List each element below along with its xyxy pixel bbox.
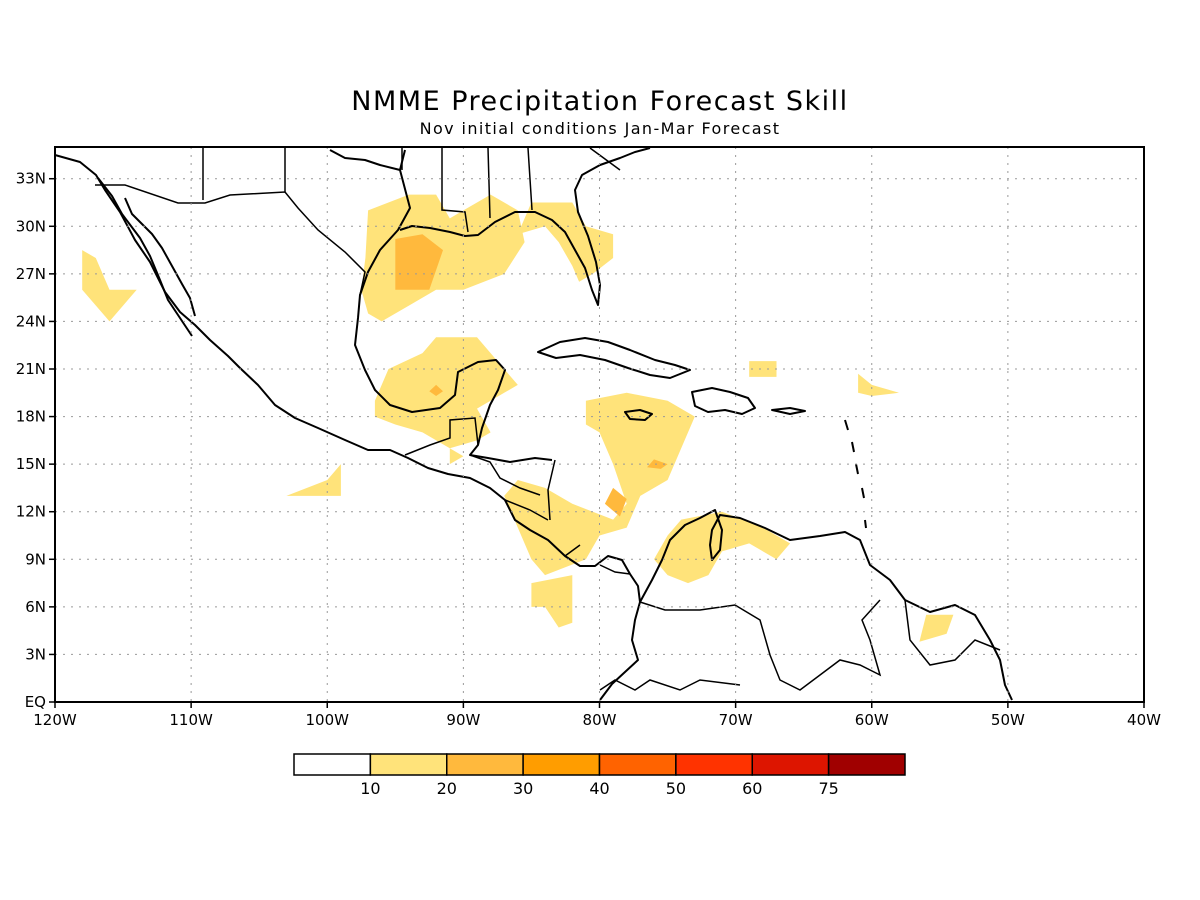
baja-coast [97,177,196,337]
lon-tick-label: 40W [1127,711,1161,729]
lat-tick-label: 15N [16,455,46,473]
legend-swatch [369,753,448,776]
lon-tick-label: 100W [306,711,350,729]
lon-tick-label: 70W [719,711,753,729]
legend-label: 50 [666,779,686,798]
skill-region-20-30 [647,459,668,469]
lon-tick-label: 80W [583,711,617,729]
map-title: NMME Precipitation Forecast Skill [351,86,849,117]
lon-tick-label: 50W [991,711,1025,729]
lat-tick-label: 33N [16,170,46,188]
legend-label: 60 [742,779,762,798]
skill-region-10-20 [858,373,899,396]
lon-tick-label: 110W [169,711,213,729]
legend-swatch [675,753,753,776]
skill-region-10-20 [449,448,464,465]
lat-tick-label: 18N [16,408,46,426]
lat-tick-label: 12N [16,503,46,521]
legend-label: 30 [513,779,533,798]
legend-label: 40 [589,779,609,798]
south-america-north-coast [639,509,1013,701]
coastlines [54,147,1013,701]
south-america-borders [599,599,1001,691]
skill-region-10-20 [286,464,341,496]
legend-swatch [446,753,524,776]
legend-label: 10 [360,779,380,798]
skill-region-20-30 [604,487,627,517]
lat-tick-label: 6N [25,598,46,616]
skill-region-10-20 [517,202,614,282]
map-subtitle: Nov initial conditions Jan-Mar Forecast [419,119,781,138]
lat-tick-label: 27N [16,265,46,283]
lon-tick-label: 90W [446,711,480,729]
lat-tick-label: 30N [16,217,46,235]
lesser-antilles [844,419,867,529]
skill-region-10-20 [919,614,954,642]
lon-tick-label: 60W [855,711,889,729]
lat-tick-label: EQ [25,693,46,711]
legend-swatch [827,753,906,776]
skill-region-20-30 [429,384,443,396]
skill-region-10-20 [504,392,695,576]
skill-region-10-20 [82,250,137,322]
hispaniola-coast [691,387,756,415]
lat-tick-label: 3N [25,645,46,663]
legend-swatch [598,753,677,776]
legend-label: 20 [437,779,457,798]
legend-swatch [293,753,372,776]
country-borders [95,147,1001,691]
central-america-borders [404,417,631,575]
legend-swatch [522,753,601,776]
lon-tick-label: 120W [33,711,77,729]
lat-tick-label: 24N [16,312,46,330]
skill-region-10-20 [361,194,525,322]
gulf-coast [329,149,553,463]
cuba-coast [537,337,691,379]
lat-tick-label: 21N [16,360,46,378]
skill-region-10-20 [654,511,791,584]
mainland-coast [54,154,641,701]
us-gulf-florida-coast [399,147,651,306]
us-state-borders [202,147,621,233]
legend-swatch [751,753,830,776]
gridlines [55,147,1144,702]
skill-regions [82,194,954,642]
skill-region-20-30 [395,234,443,290]
axes: 120W 110W 100W 90W 80W 70W 60W 50W 40W EQ 3N 6N 9N 12… [16,170,1161,729]
lat-tick-label: 9N [25,550,46,568]
puerto-rico-coast [771,407,806,415]
colorbar-legend: 10 20 30 40 50 60 75 [293,753,906,798]
legend-label: 75 [818,779,838,798]
skill-region-10-20 [749,361,777,377]
skill-region-10-20 [374,337,518,449]
skill-region-10-20 [531,575,573,628]
